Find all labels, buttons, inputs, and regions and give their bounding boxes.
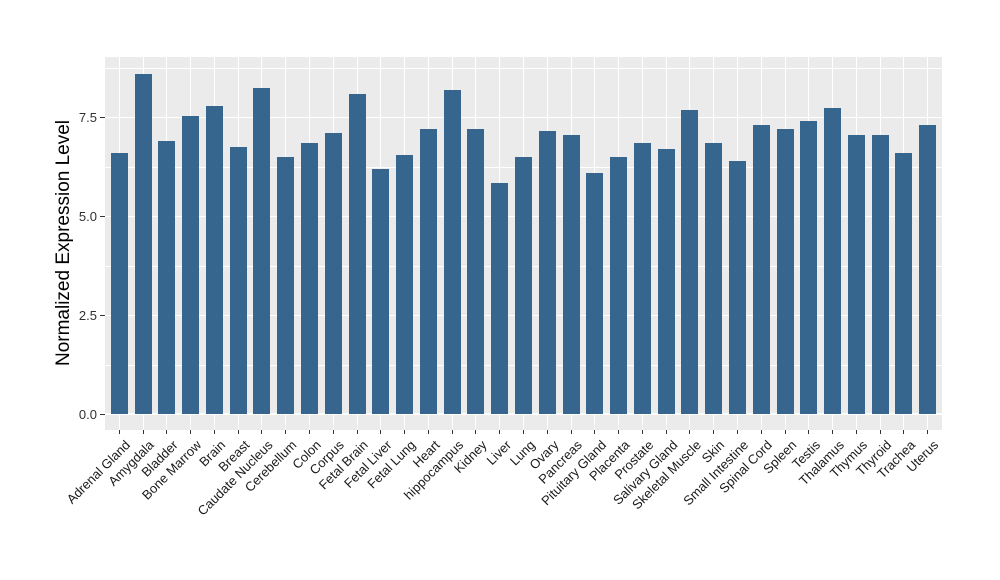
- x-tick: [404, 430, 406, 434]
- bar: [610, 157, 628, 414]
- x-tick: [356, 430, 358, 434]
- x-tick: [546, 430, 548, 434]
- bar: [205, 105, 223, 414]
- y-axis-title: Normalized Expression Level: [53, 119, 74, 367]
- bar: [586, 172, 604, 414]
- x-tick: [713, 430, 715, 434]
- x-tick: [641, 430, 643, 434]
- bar: [182, 115, 200, 414]
- bar: [800, 121, 818, 414]
- x-tick: [190, 430, 192, 434]
- bar: [491, 182, 509, 414]
- plot-panel: [105, 57, 942, 430]
- bar: [134, 74, 152, 414]
- bar: [324, 133, 342, 414]
- x-tick: [213, 430, 215, 434]
- bar: [657, 149, 675, 414]
- bar: [158, 141, 176, 414]
- bar: [110, 153, 128, 414]
- x-tick: [427, 430, 429, 434]
- x-tick: [808, 430, 810, 434]
- y-tick-label: 5.0: [78, 208, 97, 224]
- x-tick: [332, 430, 334, 434]
- bar: [372, 168, 390, 414]
- x-tick: [594, 430, 596, 434]
- bar: [633, 143, 651, 414]
- x-tick: [142, 430, 144, 434]
- x-tick: [784, 430, 786, 434]
- x-tick: [166, 430, 168, 434]
- x-tick: [903, 430, 905, 434]
- bar: [538, 131, 556, 414]
- bar: [300, 143, 318, 414]
- x-tick: [380, 430, 382, 434]
- bar: [776, 129, 794, 414]
- bar: [467, 129, 485, 414]
- bar: [847, 135, 865, 414]
- bar: [253, 87, 271, 414]
- x-tick: [665, 430, 667, 434]
- bar: [419, 129, 437, 414]
- y-tick: [100, 413, 105, 415]
- x-tick-label: Liver: [483, 437, 514, 468]
- bar: [705, 143, 723, 414]
- bar: [871, 135, 889, 414]
- y-tick: [100, 117, 105, 119]
- x-tick: [118, 430, 120, 434]
- x-tick: [570, 430, 572, 434]
- bar: [443, 89, 461, 414]
- bar: [752, 125, 770, 414]
- y-tick: [100, 215, 105, 217]
- bar: [562, 135, 580, 414]
- x-tick: [523, 430, 524, 434]
- x-tick: [475, 430, 477, 434]
- x-tick: [760, 430, 762, 434]
- x-tick: [927, 430, 929, 434]
- x-tick: [879, 430, 881, 434]
- x-tick: [308, 430, 310, 434]
- bar: [729, 161, 746, 414]
- x-tick: [832, 430, 834, 434]
- x-tick: [499, 430, 501, 434]
- x-tick: [689, 430, 691, 434]
- x-tick: [261, 430, 263, 434]
- bar: [895, 153, 913, 414]
- x-tick: [237, 430, 239, 434]
- x-tick: [855, 430, 857, 434]
- bar: [919, 125, 937, 414]
- x-tick: [618, 430, 620, 434]
- bar: [515, 157, 532, 414]
- y-tick-label: 7.5: [78, 110, 97, 126]
- y-tick: [100, 314, 105, 316]
- bar: [824, 107, 842, 414]
- bar: [681, 109, 699, 414]
- y-tick-label: 0.0: [78, 406, 97, 422]
- bar: [229, 147, 247, 414]
- bar: [277, 157, 295, 414]
- x-tick: [737, 430, 738, 434]
- x-tick: [451, 430, 453, 434]
- bar: [396, 155, 414, 414]
- y-tick-label: 2.5: [78, 307, 97, 323]
- bar: [348, 93, 366, 414]
- x-tick: [285, 430, 287, 434]
